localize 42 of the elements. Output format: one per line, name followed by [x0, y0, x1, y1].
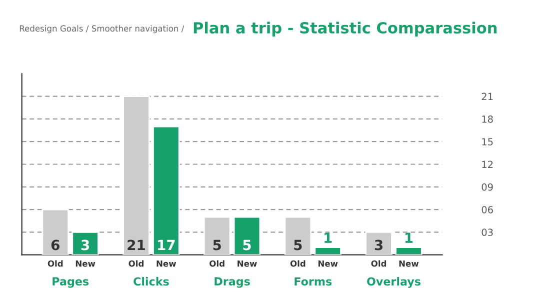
x-tick-label: Forms [294, 277, 332, 286]
x-tick-label: Overlays [367, 277, 420, 288]
y-tick-label: 18 [482, 115, 493, 123]
data-label: 17 [158, 240, 175, 250]
bar [122, 96, 150, 255]
data-label: 5 [243, 240, 251, 250]
bar [203, 216, 231, 255]
data-label: 21 [128, 240, 145, 250]
series-label: Old [48, 260, 63, 267]
y-tick-label: 12 [482, 160, 493, 168]
data-label: 5 [294, 240, 302, 250]
data-label: 3 [374, 240, 383, 250]
series-label: New [76, 260, 96, 267]
text: New [156, 260, 176, 267]
y-tick-label: 09 [482, 183, 493, 191]
text: Old [210, 260, 224, 267]
x-tick-label: Drags [214, 277, 250, 288]
chart-title: Plan a trip - Statistic Comparassion [194, 22, 497, 37]
bar [284, 216, 312, 255]
bar [233, 216, 261, 255]
x-tick-label: Pages [52, 277, 89, 288]
data-label: 6 [51, 240, 60, 250]
data-label: 3 [81, 240, 90, 250]
text: New [238, 260, 257, 267]
bar [42, 208, 70, 255]
bar [152, 126, 180, 255]
bar [314, 246, 342, 255]
text: Old [371, 260, 386, 267]
data-label: 1 [405, 232, 413, 243]
chart-subtitle: Redesign Goals / Smoother navigation / [20, 25, 184, 34]
data-label: 1 [324, 232, 332, 243]
y-tick-label: 06 [482, 206, 493, 214]
bar [72, 231, 99, 255]
data-label: 5 [213, 240, 221, 250]
text: New [318, 260, 338, 267]
y-tick-label: 03 [482, 228, 493, 236]
text: Old [290, 260, 306, 267]
x-tick-label: Clicks [134, 277, 169, 286]
text: New [399, 260, 419, 267]
y-tick-label: 21 [482, 92, 493, 100]
text: Old [128, 260, 144, 267]
y-tick-label: 15 [482, 138, 493, 146]
